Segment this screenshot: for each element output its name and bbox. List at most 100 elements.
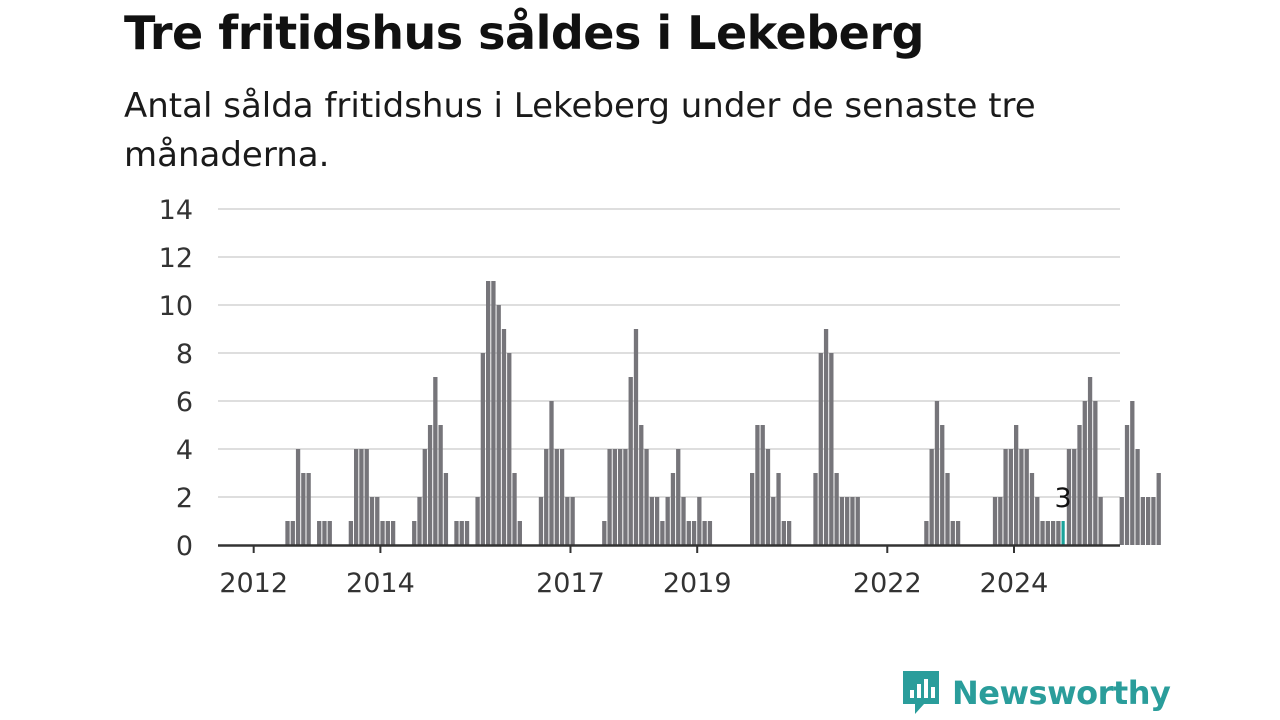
bar [327,521,332,545]
bar [950,521,955,545]
bar [850,497,855,545]
bar [464,521,470,545]
x-tick-label: 2012 [219,568,288,599]
bar [839,497,845,545]
bar [433,377,438,545]
bar [565,497,570,545]
bar [438,425,443,545]
bar [781,521,786,545]
bar [322,521,327,545]
x-tick-label: 2014 [346,568,415,599]
bar [412,521,417,545]
bar [295,449,301,545]
bar [945,473,950,545]
bar [427,425,433,545]
bar [765,449,771,545]
bar [707,521,713,545]
bar [649,497,654,545]
bar [654,497,660,545]
y-tick-label: 14 [159,195,193,226]
bar [496,305,501,545]
bar [750,473,755,545]
bar [317,521,322,545]
bar [855,497,860,545]
x-tick-label: 2017 [536,568,605,599]
bar [602,521,607,545]
bar [375,497,380,545]
bar [786,521,792,545]
bar [612,449,618,545]
y-tick-label: 6 [176,387,193,418]
bar [628,377,633,545]
bar [845,497,850,545]
bar [929,449,934,545]
highlight-bar [1061,521,1065,545]
bar [1056,521,1061,545]
bar [491,281,496,545]
bar [676,449,681,545]
y-tick-label: 4 [176,435,193,466]
bar [771,497,776,545]
bar [1035,497,1040,545]
bar [544,449,549,545]
y-tick-label: 0 [176,531,193,562]
bar [834,473,839,545]
bar [755,425,760,545]
bar [285,521,290,545]
bar [348,521,354,545]
bar [385,521,390,545]
bar [1050,521,1056,545]
bar [390,521,396,545]
bar [443,473,449,545]
bar [559,449,565,545]
y-tick-label: 12 [159,243,193,274]
bar [517,521,522,545]
y-tick-label: 2 [176,483,193,514]
x-tick-label: 2022 [853,568,922,599]
bar [1077,425,1082,545]
bar [512,473,517,545]
bar [760,425,765,545]
bar [475,497,480,545]
bar-chart-speech-bubble-icon [903,671,939,714]
bar [1140,497,1146,545]
bar [549,401,554,545]
bar [1014,425,1019,545]
bar [670,473,676,545]
bar [813,473,818,545]
bar [934,401,940,545]
bar [306,473,311,545]
bar [301,473,306,545]
bar [1082,401,1087,545]
bar [955,521,961,545]
bar [480,353,486,545]
bar [1024,449,1029,545]
bar [554,449,559,545]
newsworthy-logo: Newsworthy [900,668,1171,718]
y-tick-label: 8 [176,339,193,370]
bar [829,353,834,545]
bar [660,521,665,545]
bar [1130,401,1135,545]
bar [665,497,670,545]
bar [1008,449,1014,545]
bar [633,329,639,545]
bar [1151,497,1156,545]
bar [1093,401,1098,545]
bar [992,497,998,545]
bar [486,281,491,545]
bar [538,497,544,545]
bar [422,449,427,545]
bar [1146,497,1151,545]
bar [369,497,375,545]
bar [686,521,691,545]
data-label: 3 [1055,483,1072,514]
bar [697,497,702,545]
bar [380,521,385,545]
bar [998,497,1003,545]
bar [1003,449,1008,545]
bar [1019,449,1024,545]
bar [1040,521,1045,545]
bar [290,521,295,545]
